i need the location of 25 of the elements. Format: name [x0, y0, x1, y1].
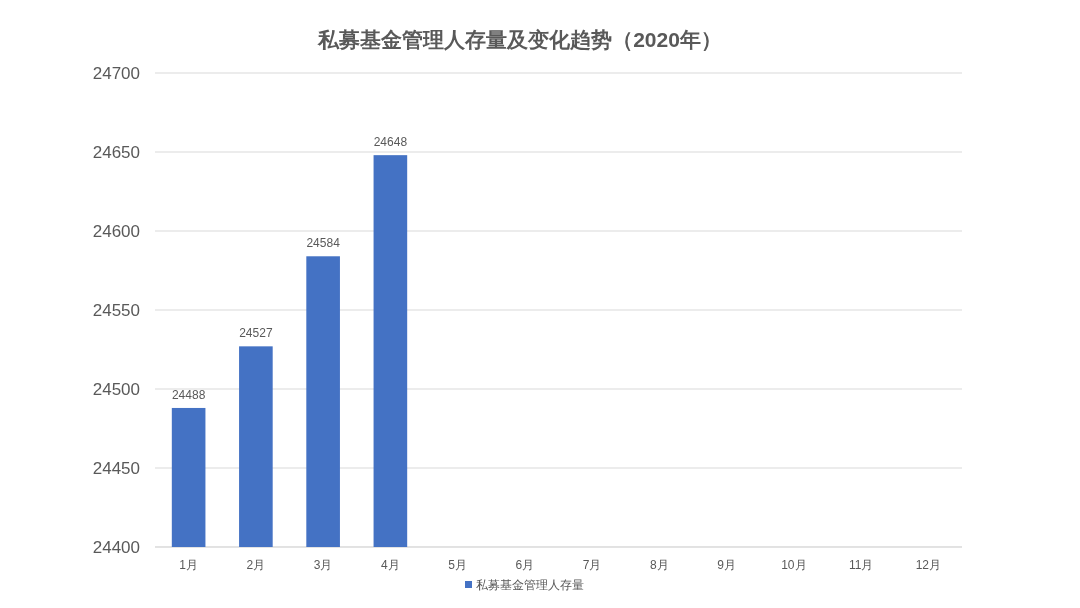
data-label: 24584: [306, 236, 341, 251]
x-tick-label: 3月: [313, 558, 333, 572]
x-tick-label: 10月: [781, 558, 807, 572]
y-tick-label: 24500: [92, 380, 140, 399]
data-label: 24488: [171, 387, 206, 402]
x-tick-label: 7月: [582, 558, 602, 572]
data-label: 24648: [373, 135, 408, 150]
y-tick-label: 24700: [92, 64, 140, 83]
x-tick-label: 9月: [717, 558, 736, 572]
y-tick-label: 24600: [92, 222, 140, 241]
y-tick-label: 24450: [92, 459, 140, 478]
x-tick-label: 6月: [515, 558, 535, 572]
x-tick-label: 4月: [381, 558, 400, 572]
x-tick-label: 1月: [179, 558, 198, 572]
chart-title: 私募基金管理人存量及变化趋势（2020年）: [317, 28, 722, 51]
data-label: 24527: [239, 326, 273, 341]
x-tick-label: 12月: [915, 558, 942, 572]
x-tick-label: 11月: [848, 558, 874, 572]
y-tick-label: 24650: [92, 143, 140, 162]
y-tick-label: 24400: [92, 538, 140, 557]
y-tick-label: 24550: [92, 301, 140, 320]
x-tick-label: 2月: [246, 558, 266, 572]
x-tick-label: 8月: [650, 558, 669, 572]
legend-label: 私募基金管理人存量: [476, 578, 584, 592]
x-tick-label: 5月: [448, 558, 467, 572]
